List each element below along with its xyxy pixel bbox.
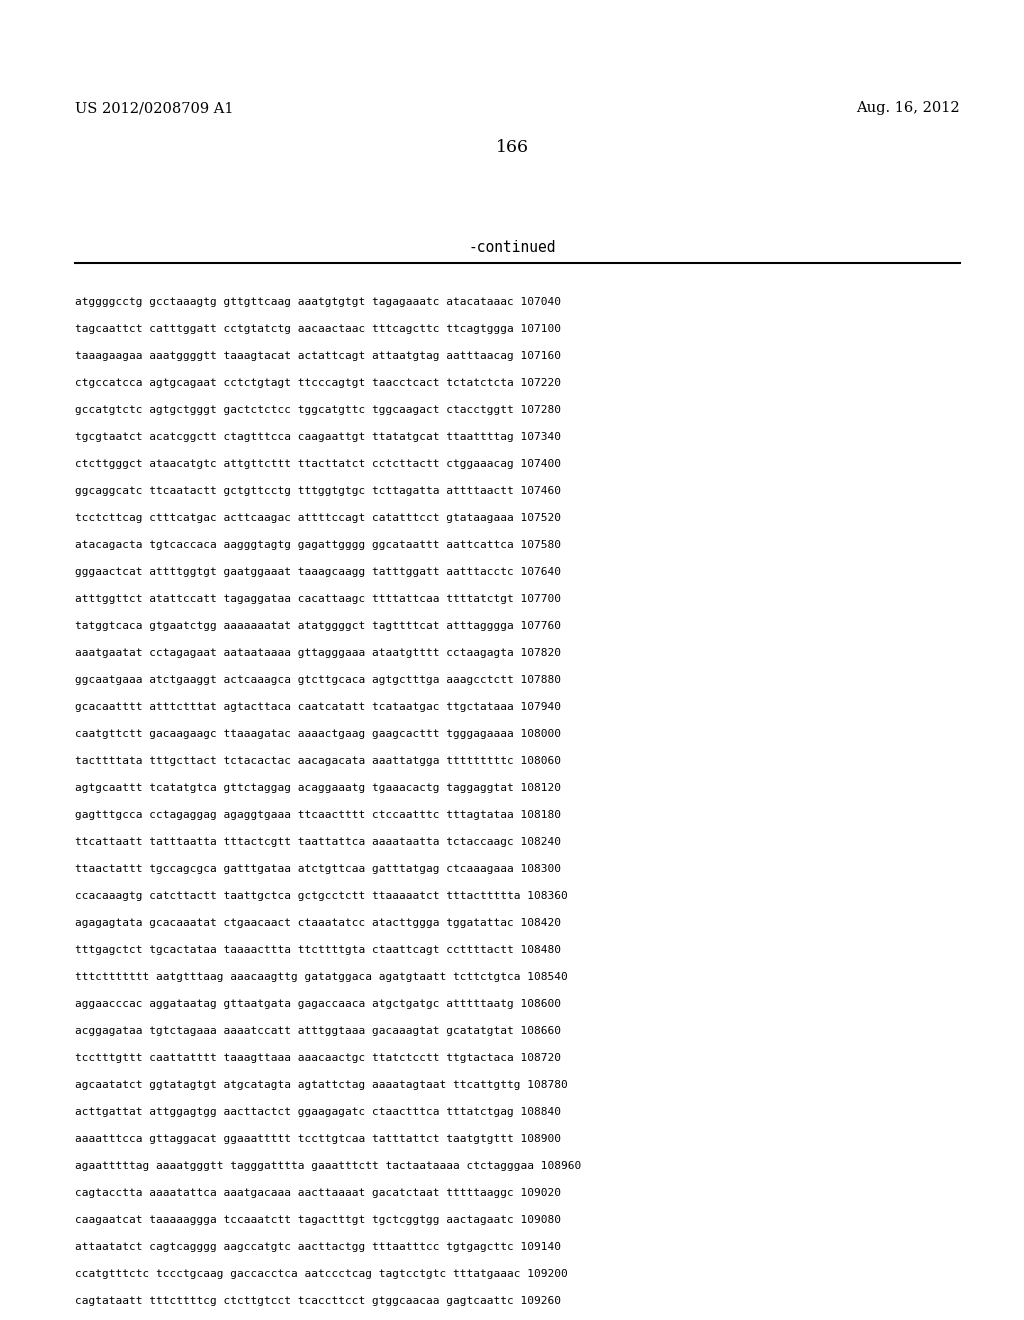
Text: atttggttct atattccatt tagaggataa cacattaagc ttttattcaa ttttatctgt 107700: atttggttct atattccatt tagaggataa cacatta…	[75, 594, 561, 605]
Text: taaagaagaa aaatggggtt taaagtacat actattcagt attaatgtag aatttaacag 107160: taaagaagaa aaatggggtt taaagtacat actattc…	[75, 351, 561, 360]
Text: attaatatct cagtcagggg aagccatgtc aacttactgg tttaatttcc tgtgagcttc 109140: attaatatct cagtcagggg aagccatgtc aacttac…	[75, 1242, 561, 1251]
Text: agcaatatct ggtatagtgt atgcatagta agtattctag aaaatagtaat ttcattgttg 108780: agcaatatct ggtatagtgt atgcatagta agtattc…	[75, 1080, 567, 1090]
Text: tatggtcaca gtgaatctgg aaaaaaatat atatggggct tagttttcat atttagggga 107760: tatggtcaca gtgaatctgg aaaaaaatat atatggg…	[75, 620, 561, 631]
Text: aaaatttcca gttaggacat ggaaattttt tccttgtcaa tatttattct taatgtgttt 108900: aaaatttcca gttaggacat ggaaattttt tccttgt…	[75, 1134, 561, 1144]
Text: atggggcctg gcctaaagtg gttgttcaag aaatgtgtgt tagagaaatc atacataaac 107040: atggggcctg gcctaaagtg gttgttcaag aaatgtg…	[75, 297, 561, 308]
Text: cagtacctta aaaatattca aaatgacaaa aacttaaaat gacatctaat tttttaaggc 109020: cagtacctta aaaatattca aaatgacaaa aacttaa…	[75, 1188, 561, 1199]
Text: acggagataa tgtctagaaa aaaatccatt atttggtaaa gacaaagtat gcatatgtat 108660: acggagataa tgtctagaaa aaaatccatt atttggt…	[75, 1026, 561, 1036]
Text: gcacaatttt atttctttat agtacttaca caatcatatt tcataatgac ttgctataaa 107940: gcacaatttt atttctttat agtacttaca caatcat…	[75, 702, 561, 711]
Text: ggcaatgaaa atctgaaggt actcaaagca gtcttgcaca agtgctttga aaagcctctt 107880: ggcaatgaaa atctgaaggt actcaaagca gtcttgc…	[75, 675, 561, 685]
Text: -continued: -continued	[468, 240, 556, 256]
Text: agtgcaattt tcatatgtca gttctaggag acaggaaatg tgaaacactg taggaggtat 108120: agtgcaattt tcatatgtca gttctaggag acaggaa…	[75, 783, 561, 793]
Text: gagtttgcca cctagaggag agaggtgaaa ttcaactttt ctccaatttc tttagtataa 108180: gagtttgcca cctagaggag agaggtgaaa ttcaact…	[75, 810, 561, 820]
Text: ctgccatcca agtgcagaat cctctgtagt ttcccagtgt taacctcact tctatctcta 107220: ctgccatcca agtgcagaat cctctgtagt ttcccag…	[75, 378, 561, 388]
Text: tgcgtaatct acatcggctt ctagtttcca caagaattgt ttatatgcat ttaattttag 107340: tgcgtaatct acatcggctt ctagtttcca caagaat…	[75, 432, 561, 442]
Text: gccatgtctc agtgctgggt gactctctcc tggcatgttc tggcaagact ctacctggtt 107280: gccatgtctc agtgctgggt gactctctcc tggcatg…	[75, 405, 561, 414]
Text: atacagacta tgtcaccaca aagggtagtg gagattgggg ggcataattt aattcattca 107580: atacagacta tgtcaccaca aagggtagtg gagattg…	[75, 540, 561, 550]
Text: aggaacccac aggataatag gttaatgata gagaccaaca atgctgatgc atttttaatg 108600: aggaacccac aggataatag gttaatgata gagacca…	[75, 999, 561, 1008]
Text: tttcttttttt aatgtttaag aaacaagttg gatatggaca agatgtaatt tcttctgtca 108540: tttcttttttt aatgtttaag aaacaagttg gatatg…	[75, 972, 567, 982]
Text: ctcttgggct ataacatgtc attgttcttt ttacttatct cctcttactt ctggaaacag 107400: ctcttgggct ataacatgtc attgttcttt ttactta…	[75, 459, 561, 469]
Text: ttcattaatt tatttaatta tttactcgtt taattattca aaaataatta tctaccaagc 108240: ttcattaatt tatttaatta tttactcgtt taattat…	[75, 837, 561, 847]
Text: Aug. 16, 2012: Aug. 16, 2012	[856, 102, 961, 115]
Text: agaatttttag aaaatgggtt tagggatttta gaaatttctt tactaataaaa ctctagggaa 108960: agaatttttag aaaatgggtt tagggatttta gaaat…	[75, 1162, 582, 1171]
Text: 166: 166	[496, 140, 528, 157]
Text: ccacaaagtg catcttactt taattgctca gctgcctctt ttaaaaatct tttacttttta 108360: ccacaaagtg catcttactt taattgctca gctgcct…	[75, 891, 567, 902]
Text: caatgttctt gacaagaagc ttaaagatac aaaactgaag gaagcacttt tgggagaaaa 108000: caatgttctt gacaagaagc ttaaagatac aaaactg…	[75, 729, 561, 739]
Text: ggcaggcatc ttcaatactt gctgttcctg tttggtgtgc tcttagatta attttaactt 107460: ggcaggcatc ttcaatactt gctgttcctg tttggtg…	[75, 486, 561, 496]
Text: tagcaattct catttggatt cctgtatctg aacaactaac tttcagcttc ttcagtggga 107100: tagcaattct catttggatt cctgtatctg aacaact…	[75, 323, 561, 334]
Text: gggaactcat attttggtgt gaatggaaat taaagcaagg tatttggatt aatttacctc 107640: gggaactcat attttggtgt gaatggaaat taaagca…	[75, 568, 561, 577]
Text: tacttttata tttgcttact tctacactac aacagacata aaattatgga tttttttttc 108060: tacttttata tttgcttact tctacactac aacagac…	[75, 756, 561, 766]
Text: ccatgtttctc tccctgcaag gaccacctca aatccctcag tagtcctgtc tttatgaaac 109200: ccatgtttctc tccctgcaag gaccacctca aatccc…	[75, 1269, 567, 1279]
Text: agagagtata gcacaaatat ctgaacaact ctaaatatcc atacttggga tggatattac 108420: agagagtata gcacaaatat ctgaacaact ctaaata…	[75, 917, 561, 928]
Text: caagaatcat taaaaaggga tccaaatctt tagactttgt tgctcggtgg aactagaatc 109080: caagaatcat taaaaaggga tccaaatctt tagactt…	[75, 1214, 561, 1225]
Text: US 2012/0208709 A1: US 2012/0208709 A1	[75, 102, 233, 115]
Text: ttaactattt tgccagcgca gatttgataa atctgttcaa gatttatgag ctcaaagaaa 108300: ttaactattt tgccagcgca gatttgataa atctgtt…	[75, 865, 561, 874]
Text: aaatgaatat cctagagaat aataataaaa gttagggaaa ataatgtttt cctaagagta 107820: aaatgaatat cctagagaat aataataaaa gttaggg…	[75, 648, 561, 657]
Text: tttgagctct tgcactataa taaaacttta ttcttttgta ctaattcagt ccttttactt 108480: tttgagctct tgcactataa taaaacttta ttctttt…	[75, 945, 561, 954]
Text: cagtataatt tttcttttcg ctcttgtcct tcaccttcct gtggcaacaa gagtcaattc 109260: cagtataatt tttcttttcg ctcttgtcct tcacctt…	[75, 1296, 561, 1305]
Text: tcctcttcag ctttcatgac acttcaagac attttccagt catatttcct gtataagaaa 107520: tcctcttcag ctttcatgac acttcaagac attttcc…	[75, 513, 561, 523]
Text: acttgattat attggagtgg aacttactct ggaagagatc ctaactttca tttatctgag 108840: acttgattat attggagtgg aacttactct ggaagag…	[75, 1107, 561, 1117]
Text: tcctttgttt caattatttt taaagttaaa aaacaactgc ttatctcctt ttgtactaca 108720: tcctttgttt caattatttt taaagttaaa aaacaac…	[75, 1053, 561, 1063]
